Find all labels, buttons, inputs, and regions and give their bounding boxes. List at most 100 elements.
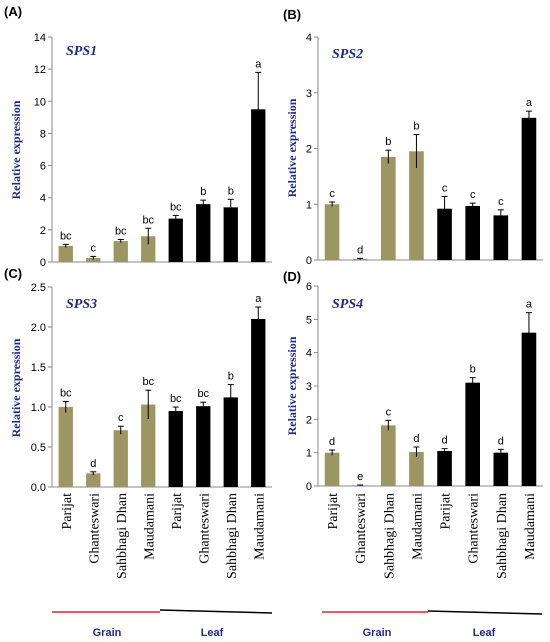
- significance-label: c: [329, 188, 335, 200]
- y-tick-label: 2: [306, 144, 312, 156]
- chart-title: SPS1: [66, 44, 97, 59]
- bar: [437, 451, 452, 486]
- y-tick-label: 1: [306, 448, 312, 460]
- bar: [493, 452, 509, 486]
- y-axis-label: Relative expression: [9, 100, 23, 199]
- panel-letter: (B): [283, 7, 301, 22]
- bar: [352, 485, 368, 486]
- bar: [324, 452, 340, 486]
- x-tick-label: Parijat: [170, 493, 185, 530]
- group-underline: [427, 610, 543, 615]
- group-label: Leaf: [201, 627, 224, 639]
- bar: [113, 241, 128, 262]
- y-tick-label: 1: [306, 199, 312, 211]
- bar: [251, 109, 266, 262]
- significance-label: d: [413, 433, 419, 445]
- significance-label: a: [255, 58, 262, 70]
- y-tick-label: 0.0: [31, 482, 46, 494]
- y-tick-label: 4: [306, 348, 312, 360]
- significance-label: bc: [142, 376, 154, 388]
- significance-label: c: [118, 412, 124, 424]
- significance-label: d: [442, 435, 448, 447]
- significance-label: c: [470, 189, 476, 201]
- y-tick-label: 0: [306, 481, 312, 493]
- y-tick-label: 0: [306, 255, 312, 267]
- significance-label: b: [200, 186, 206, 198]
- bar: [58, 407, 73, 487]
- y-tick-label: 6: [306, 281, 312, 293]
- y-tick-label: 1.5: [31, 362, 46, 374]
- x-tick-label: Sahbhagi Dhan: [115, 493, 130, 579]
- y-tick-label: 2: [40, 225, 46, 237]
- y-axis-label: Relative expression: [285, 336, 299, 435]
- significance-label: b: [413, 121, 419, 133]
- group-axis-1: Grain Leaf: [52, 609, 273, 639]
- x-tick-label: Maudamani: [410, 493, 425, 560]
- panel-letter: (D): [283, 269, 301, 284]
- bar: [381, 156, 396, 260]
- bar: [223, 207, 238, 262]
- x-tick-label: Sahbhagi Dhan: [225, 493, 240, 579]
- group-label: Leaf: [473, 627, 496, 639]
- significance-label: c: [442, 182, 448, 194]
- bar: [113, 430, 128, 487]
- significance-label: c: [91, 242, 97, 254]
- bar: [521, 117, 537, 261]
- significance-label: e: [357, 471, 363, 483]
- chart-title: SPS4: [332, 297, 363, 312]
- significance-label: bc: [115, 226, 127, 238]
- y-tick-label: 1.0: [31, 402, 46, 414]
- y-tick-label: 2.0: [31, 322, 46, 334]
- significance-label: bc: [142, 214, 154, 226]
- y-tick-label: 3: [306, 88, 312, 100]
- group-label: Grain: [363, 627, 392, 639]
- x-tick-label: Ghanteswari: [467, 493, 482, 564]
- y-tick-label: 4: [40, 193, 46, 205]
- bar: [141, 404, 156, 487]
- significance-label: c: [386, 406, 392, 418]
- panel-3: (C) 0.0 0.5 1.0 1.5 2.0 2.5 Relative expression…: [4, 266, 272, 579]
- panel-4: (D) 0 1 2 3 4 5 6 Relative expression SPS4 d Parija…: [283, 269, 543, 579]
- x-tick-label: Sahbhagi Dhan: [495, 493, 510, 579]
- y-tick-label: 14: [34, 32, 46, 44]
- y-tick-label: 0: [40, 257, 46, 269]
- y-tick-label: 12: [34, 64, 46, 76]
- y-tick-label: 6: [40, 161, 46, 173]
- y-tick-label: 4: [306, 32, 312, 44]
- panel-letter: (C): [4, 266, 22, 281]
- y-axis-label: Relative expression: [285, 98, 299, 197]
- x-tick-label: Ghanteswari: [87, 493, 102, 564]
- bar: [58, 245, 73, 262]
- group-label: Grain: [93, 627, 122, 639]
- y-tick-label: 3: [306, 381, 312, 393]
- bar: [381, 425, 396, 486]
- x-tick-label: Ghanteswari: [197, 493, 212, 564]
- y-tick-label: 2: [306, 414, 312, 426]
- significance-label: a: [526, 299, 533, 311]
- significance-label: b: [385, 136, 391, 148]
- panel-1: (A) 0 2 4 6 8 10 12 14 Relative expression SPS1 bc c…: [4, 4, 272, 269]
- bar: [196, 406, 211, 487]
- x-tick-label: Sahbhagi Dhan: [382, 493, 397, 579]
- significance-label: a: [255, 293, 262, 305]
- significance-label: bc: [197, 388, 209, 400]
- group-underline: [159, 609, 273, 614]
- x-tick-label: Maudamani: [523, 493, 538, 560]
- chart-title: SPS3: [66, 297, 97, 312]
- x-tick-label: Maudamani: [252, 493, 267, 560]
- x-tick-label: Parijat: [60, 493, 75, 530]
- bar: [168, 218, 183, 262]
- bar: [493, 215, 509, 260]
- panel-2: (B) 0 1 2 3 4 Relative expression SPS2 c d b b c c c a: [283, 7, 543, 267]
- panel-letter: (A): [4, 4, 22, 19]
- bar: [465, 382, 480, 486]
- significance-label: b: [470, 364, 476, 376]
- y-tick-label: 5: [306, 314, 312, 326]
- chart-title: SPS2: [332, 47, 363, 62]
- x-tick-label: Parijat: [439, 493, 454, 530]
- significance-label: d: [90, 458, 96, 470]
- y-axis-label: Relative expression: [9, 338, 23, 437]
- bar: [86, 257, 101, 262]
- significance-label: d: [498, 435, 504, 447]
